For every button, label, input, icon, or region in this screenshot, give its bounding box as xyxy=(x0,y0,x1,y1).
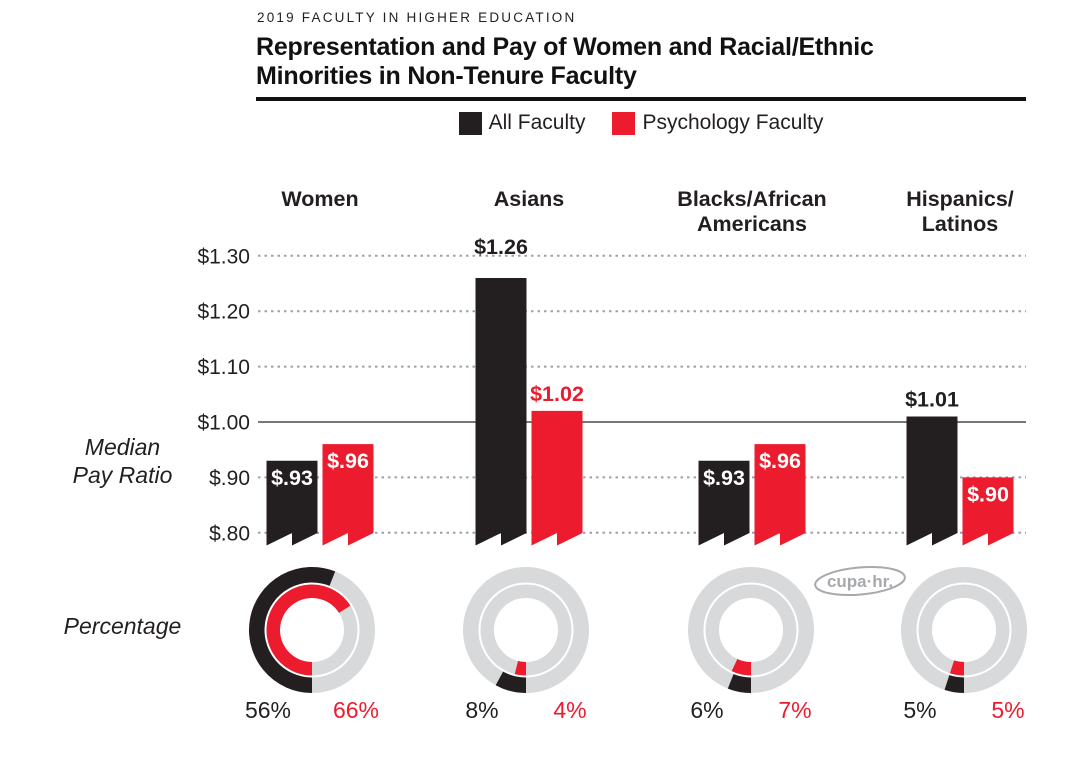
donut-arc-all-faculty-1 xyxy=(495,671,527,693)
bar-value-label: $.96 xyxy=(759,449,801,473)
category-header: Hispanics/Latinos xyxy=(906,187,1014,236)
legend: All Faculty Psychology Faculty xyxy=(256,111,1026,135)
donut-arc-all-faculty-2 xyxy=(727,674,752,693)
eyebrow-text: 2019 FACULTY IN HIGHER EDUCATION xyxy=(257,10,577,25)
category-header-line: Blacks/African xyxy=(677,187,826,211)
bar-psychology-faculty-2 xyxy=(754,444,806,546)
donut-arc-all-faculty-0 xyxy=(249,567,336,693)
donut-pct-label-psychology: 7% xyxy=(778,697,811,723)
all-faculty-swatch xyxy=(458,111,482,135)
donut-arc-psychology-3 xyxy=(949,660,965,676)
category-header: Blacks/African Americans xyxy=(677,187,826,236)
bar-all-faculty-0 xyxy=(266,460,318,546)
donut-pct-label-all-faculty: 5% xyxy=(903,697,936,723)
cupa-hr-logo-graphic: cupa·hr. xyxy=(814,565,906,597)
y-tick-label: $.90 xyxy=(209,467,250,490)
bar-psychology-faculty-3 xyxy=(962,477,1014,546)
donut-track-inner-2 xyxy=(705,584,797,676)
category-header-line: Latinos xyxy=(922,212,998,236)
donut-pct-label-all-faculty: 56% xyxy=(245,697,291,723)
psychology-faculty-swatch xyxy=(612,111,636,135)
category-header-line: Americans xyxy=(697,212,807,236)
donut-arc-psychology-0 xyxy=(266,584,351,676)
category-header-line: Asians xyxy=(494,187,565,211)
bar-value-label: $.93 xyxy=(271,466,313,490)
donut-pct-label-all-faculty: 8% xyxy=(465,697,498,723)
category-header: Women xyxy=(281,187,358,211)
legend-label-psychology-faculty: Psychology Faculty xyxy=(642,111,824,134)
bar-value-label: $1.02 xyxy=(530,382,584,406)
y-tick-label: $.80 xyxy=(209,522,250,545)
bar-psychology-faculty-0 xyxy=(322,444,374,546)
bar-value-label: $1.01 xyxy=(905,387,959,411)
bar-value-label: $.96 xyxy=(327,449,369,473)
bar-all-faculty-1 xyxy=(475,277,527,546)
donut-pct-label-psychology: 66% xyxy=(333,697,379,723)
y-tick-label: $1.20 xyxy=(197,301,250,324)
pay-ratio-label-line-2: Pay Ratio xyxy=(72,462,173,488)
bar-all-faculty-3 xyxy=(906,416,958,546)
donut-arc-psychology-2 xyxy=(731,658,752,676)
donut-arc-psychology-1 xyxy=(514,660,527,676)
legend-item-all-faculty: All Faculty xyxy=(458,111,586,135)
title-line-1: Representation and Pay of Women and Raci… xyxy=(256,33,874,61)
bar-value-label: $.93 xyxy=(703,466,745,490)
y-tick-label: $1.00 xyxy=(197,412,250,435)
donut-pct-label-psychology: 4% xyxy=(553,697,586,723)
cupa-hr-logo: cupa·hr. xyxy=(812,563,908,601)
pay-ratio-label-line-1: Median xyxy=(84,434,161,460)
page-title: Representation and Pay of Women and Raci… xyxy=(256,33,1028,91)
category-header: Asians xyxy=(494,187,565,211)
logo-text: cupa·hr. xyxy=(827,572,893,591)
y-tick-label: $1.30 xyxy=(197,245,250,268)
category-header-line: Hispanics/ xyxy=(906,187,1014,211)
bar-psychology-faculty-1 xyxy=(531,410,583,546)
bar-value-label: $.90 xyxy=(967,482,1009,506)
donut-pct-label-all-faculty: 6% xyxy=(690,697,723,723)
bar-value-label: $1.26 xyxy=(474,235,528,259)
title-line-2: Minorities in Non-Tenure Faculty xyxy=(256,62,637,90)
donut-track-inner-3 xyxy=(918,584,1010,676)
title-rule xyxy=(256,97,1026,101)
logo-ellipse-swirl xyxy=(814,565,906,597)
legend-label-all-faculty: All Faculty xyxy=(488,111,586,134)
donut-arc-all-faculty-3 xyxy=(944,675,965,693)
bar-all-faculty-2 xyxy=(698,460,750,546)
donut-track-inner-1 xyxy=(480,584,572,676)
category-header-line: Women xyxy=(281,187,358,211)
y-axis-row-label-median-pay-ratio: Median Pay Ratio xyxy=(30,433,215,489)
legend-item-psychology-faculty: Psychology Faculty xyxy=(612,111,823,135)
row-label-percentage: Percentage xyxy=(63,613,182,639)
donut-pct-label-psychology: 5% xyxy=(991,697,1024,723)
y-tick-label: $1.10 xyxy=(197,356,250,379)
